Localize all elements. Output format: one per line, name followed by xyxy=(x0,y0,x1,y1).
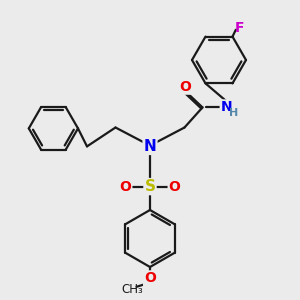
Text: H: H xyxy=(230,108,238,118)
Text: N: N xyxy=(144,139,156,154)
Text: O: O xyxy=(119,180,131,194)
Text: S: S xyxy=(145,179,155,194)
Text: O: O xyxy=(179,80,191,94)
Text: O: O xyxy=(169,180,181,194)
Text: F: F xyxy=(235,21,244,35)
Text: CH₃: CH₃ xyxy=(121,283,143,296)
Text: O: O xyxy=(144,272,156,285)
Text: N: N xyxy=(221,100,232,114)
